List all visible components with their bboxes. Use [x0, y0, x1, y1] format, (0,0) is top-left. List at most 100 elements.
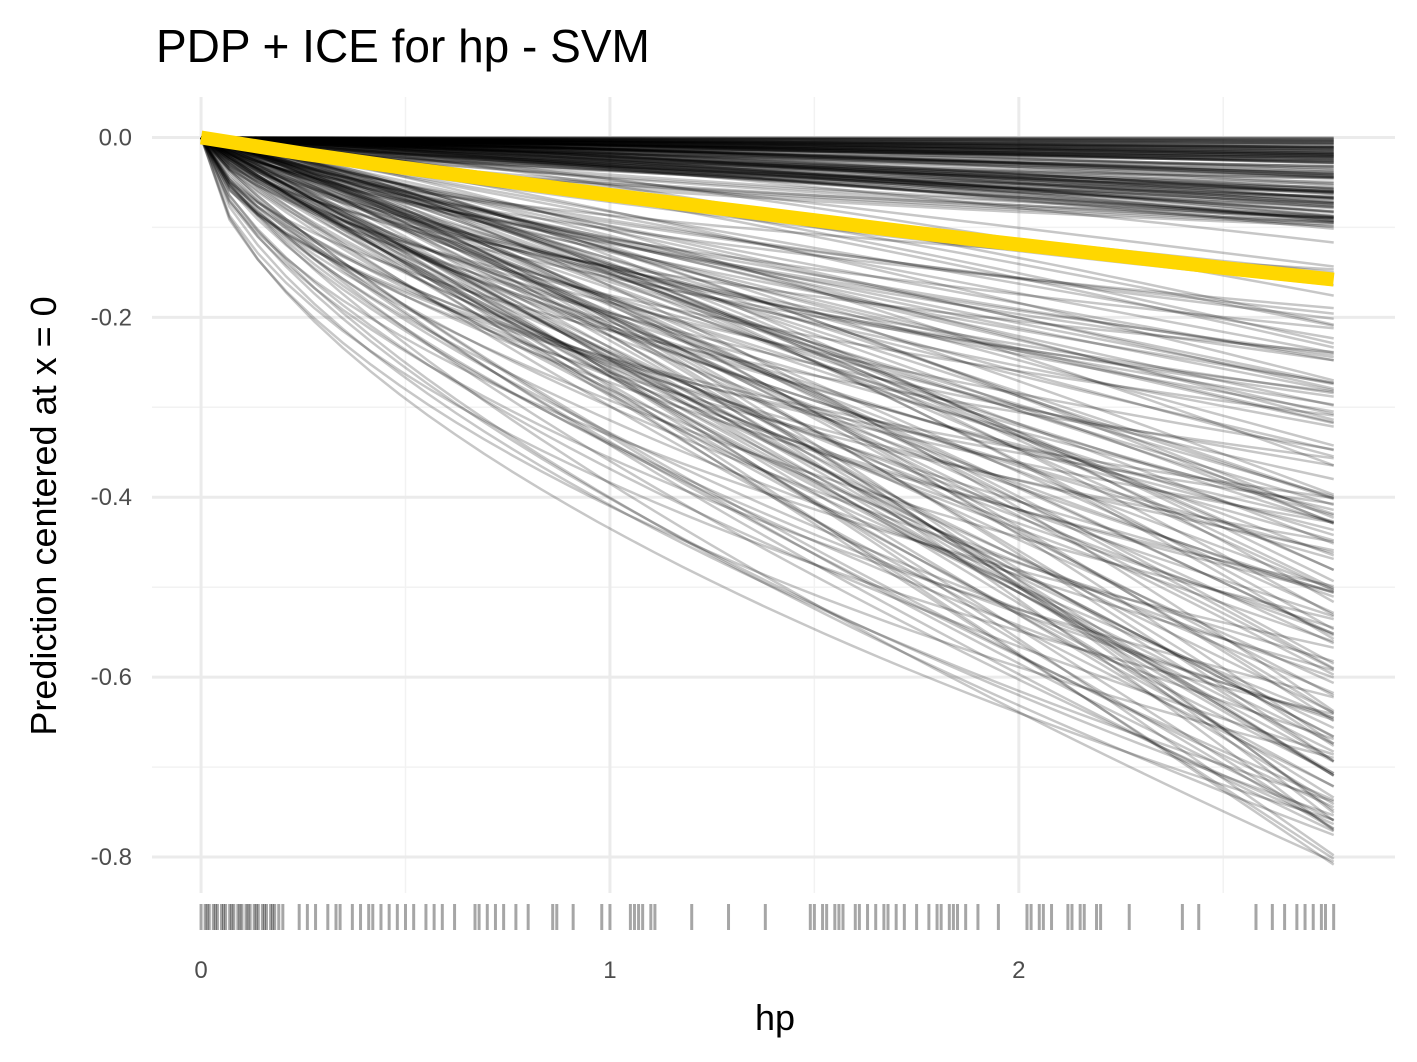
ice-curve	[200, 136, 1335, 501]
ice-curve	[201, 136, 1334, 207]
ice-curve	[201, 136, 1334, 193]
ice-curve	[200, 136, 1335, 730]
ice-curve	[200, 136, 1335, 447]
ice-curve	[201, 136, 1334, 149]
ice-curve	[200, 136, 1335, 741]
ice-curve	[200, 136, 1335, 777]
gridlines	[152, 97, 1395, 893]
ice-curve	[200, 136, 1334, 523]
ice-curve	[201, 136, 1334, 224]
ice-curve	[200, 136, 1334, 362]
ice-curve	[201, 136, 1334, 162]
ice-curve	[201, 136, 1334, 176]
ice-curve	[201, 136, 1334, 168]
ice-curve	[200, 136, 1334, 200]
ice-curve	[201, 136, 1334, 158]
ice-curve	[200, 136, 1335, 598]
ice-curve	[200, 136, 1335, 670]
x-tick-label: 0	[194, 957, 207, 984]
ice-curve	[201, 136, 1334, 209]
ice-curve	[200, 136, 1335, 866]
ice-curve	[200, 136, 1334, 500]
ice-curve	[200, 136, 1334, 194]
ice-curve	[200, 136, 1335, 809]
ice-curve	[200, 136, 1334, 460]
ice-curve	[199, 137, 1335, 821]
ice-curve	[201, 136, 1334, 179]
ice-curve	[201, 136, 1334, 142]
y-tick-label: -0.6	[91, 664, 132, 691]
ice-curve	[200, 136, 1335, 788]
ice-curve	[200, 136, 1335, 631]
ice-curve	[200, 136, 1335, 636]
ice-curve	[201, 136, 1334, 161]
x-axis-label: hp	[755, 997, 795, 1038]
ice-curve	[201, 136, 1334, 157]
ice-curve	[201, 136, 1334, 214]
ice-curve	[200, 136, 1334, 159]
ice-curve	[200, 136, 1335, 645]
ice-curve	[200, 136, 1334, 395]
ice-curve	[200, 136, 1335, 812]
ice-curve	[200, 136, 1334, 398]
ice-curve	[201, 136, 1334, 223]
ice-curve	[201, 136, 1334, 176]
ice-curve	[201, 136, 1334, 209]
ice-curve	[200, 136, 1335, 590]
ice-curve	[200, 136, 1335, 763]
ice-curve	[201, 136, 1334, 176]
ice-curve	[200, 136, 1335, 595]
ice-curve	[200, 136, 1335, 615]
ice-curve	[199, 137, 1335, 699]
ice-curve	[201, 136, 1334, 196]
ice-curve	[201, 136, 1334, 205]
ice-curve	[201, 136, 1334, 143]
ice-curve	[200, 136, 1335, 714]
ice-curve	[200, 136, 1335, 695]
ice-curve	[201, 136, 1334, 179]
ice-curve	[201, 136, 1334, 149]
ice-curve	[200, 136, 1335, 763]
y-axis-label: Prediction centered at x = 0	[23, 296, 64, 735]
ice-curve	[200, 136, 1334, 393]
ice-curve	[200, 136, 1334, 210]
ice-curve	[200, 136, 1334, 198]
ice-curve	[200, 136, 1334, 199]
ice-curve	[201, 136, 1334, 149]
ice-curve	[200, 136, 1335, 745]
ice-curve	[201, 136, 1334, 201]
ice-curve	[201, 136, 1334, 223]
ice-curve	[200, 136, 1335, 719]
ice-curve	[201, 136, 1334, 200]
ice-curve	[200, 136, 1335, 641]
x-tick-label: 2	[1012, 957, 1025, 984]
ice-curve	[200, 136, 1334, 268]
ice-curve	[200, 136, 1334, 330]
ice-curve	[201, 136, 1334, 146]
ice-curve	[200, 136, 1335, 561]
ice-curve	[200, 136, 1335, 524]
ice-curve	[201, 136, 1334, 173]
ice-curve	[200, 136, 1334, 205]
ice-curve	[201, 136, 1334, 218]
ice-curve	[201, 136, 1334, 217]
ice-curve	[201, 136, 1334, 146]
ice-curve	[201, 136, 1334, 187]
ice-curve	[199, 137, 1334, 716]
ice-curve	[200, 136, 1335, 826]
ice-curve	[200, 136, 1335, 635]
ice-curve	[200, 136, 1334, 168]
ice-curve	[201, 136, 1334, 151]
ice-curve	[200, 136, 1334, 544]
ice-curve	[201, 136, 1334, 244]
ice-curve	[200, 136, 1335, 637]
ice-curve	[200, 136, 1334, 208]
ice-curve	[200, 136, 1335, 500]
ice-curve	[201, 136, 1334, 201]
x-tick-label: 1	[603, 957, 616, 984]
ice-curve	[200, 136, 1334, 385]
ice-curve	[200, 136, 1334, 356]
ice-curve	[201, 136, 1334, 156]
ice-curve	[200, 136, 1335, 822]
ice-curve	[200, 136, 1335, 516]
